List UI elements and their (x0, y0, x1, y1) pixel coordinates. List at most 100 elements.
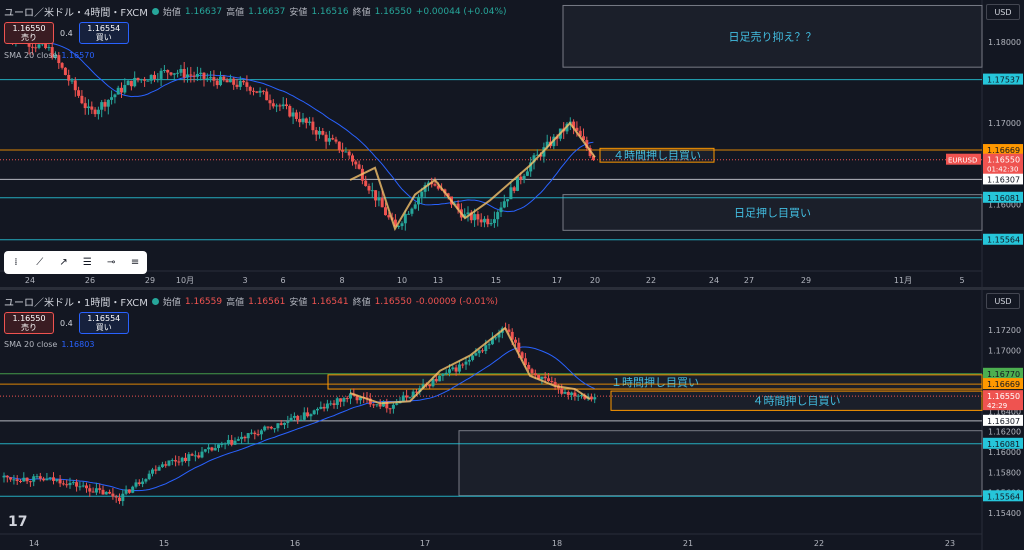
sma-legend-1h[interactable]: SMA 20 close 1.16803 (4, 340, 94, 349)
candle-body (441, 374, 445, 376)
candle-body (563, 391, 567, 394)
candle-body (506, 199, 510, 202)
time-tick-label: 11月 (894, 276, 912, 285)
candle-body (321, 130, 325, 135)
currency-button[interactable]: USD (986, 4, 1020, 20)
candle-body (576, 395, 580, 397)
candle-body (329, 403, 333, 405)
trend-line-icon[interactable]: ⟋ (36, 257, 44, 268)
sell-button[interactable]: 1.16550 売り (4, 22, 54, 44)
symbol-title[interactable]: ユーロ／米ドル・4時間・FXCM (4, 8, 148, 19)
candle-body (65, 484, 69, 486)
candle-body (169, 72, 173, 75)
candle-body (129, 80, 133, 87)
candle-body (235, 84, 239, 87)
spread-value: 0.4 (60, 28, 73, 38)
time-tick-label: 26 (85, 276, 95, 285)
candle-body (391, 404, 395, 409)
candle-body (42, 478, 46, 481)
candle-body (490, 337, 494, 345)
candle-body (302, 412, 306, 420)
candle-body (582, 136, 585, 141)
candle-body (337, 141, 341, 151)
buy-label: 買い (95, 33, 112, 42)
parallel-channel-icon[interactable]: ≡ (130, 257, 140, 268)
chart-pane-1h[interactable]: １時間押し目買い４時間押し目買い1.172001.170001.168001.1… (0, 290, 1024, 550)
candle-body (578, 130, 582, 137)
horizontal-ray-icon[interactable]: ⊸ (107, 257, 116, 268)
candle-body (575, 127, 579, 131)
candle-body (499, 207, 503, 213)
fib-icon[interactable]: ☰ (82, 257, 92, 268)
candle-body (60, 63, 64, 68)
candle-body (537, 374, 541, 380)
candle-body (309, 414, 313, 417)
ray-icon[interactable]: ↗ (59, 257, 68, 268)
candle-body (342, 398, 346, 402)
symbol-title[interactable]: ユーロ／米ドル・1時間・FXCM (4, 298, 148, 309)
sell-label: 売り (21, 323, 37, 332)
candle-body (275, 105, 279, 107)
price-tick-label: 1.16000 (988, 200, 1021, 209)
pane-divider[interactable] (0, 287, 1024, 290)
zone-box (599, 147, 715, 163)
candle-body (266, 426, 270, 428)
currency-button[interactable]: USD (986, 293, 1020, 309)
low-value: 1.16541 (311, 296, 349, 307)
candle-body (433, 184, 437, 186)
candle-body (261, 90, 265, 92)
candle-body (120, 87, 123, 93)
candle-body (222, 76, 226, 81)
candle-body (259, 430, 263, 435)
symbol-header-1h: ユーロ／米ドル・1時間・FXCM 始値 1.16559 高値 1.16561 安値 1… (4, 294, 498, 310)
chart-canvas-4h[interactable]: 日足売り抑え？？ 日足押し目買い ４時間押し目買い 1.18000 1.17000 1.1… (0, 0, 1024, 287)
candle-body (52, 477, 55, 481)
candle-body (483, 218, 486, 223)
candle-body (164, 464, 168, 466)
market-open-icon (151, 8, 159, 15)
candle-body (182, 68, 186, 78)
time-tick-label: 5 (959, 276, 964, 285)
candle-body (368, 398, 372, 405)
candle-body (90, 106, 94, 110)
candle-body (474, 353, 478, 356)
time-tick-label: 22 (814, 539, 824, 548)
last-price-tag (983, 153, 1023, 174)
candle-body (514, 339, 517, 343)
candle-body (104, 491, 108, 495)
candle-body (417, 196, 420, 205)
candle-body (5, 475, 9, 478)
candle-body (245, 82, 249, 87)
candle-body (54, 55, 57, 58)
candle-body (19, 480, 22, 482)
candle-body (393, 219, 397, 227)
candle-body (83, 103, 87, 109)
candle-body (197, 455, 201, 458)
buy-button[interactable]: 1.16554 買い (78, 22, 129, 44)
candle-body (190, 454, 194, 456)
candle-body (580, 395, 583, 397)
candle-body (289, 417, 293, 422)
candle-body (291, 112, 295, 117)
candle-body (78, 486, 82, 488)
candle-body (560, 388, 564, 394)
candle-body (451, 367, 455, 370)
candle-body (543, 376, 547, 379)
candle-body (160, 464, 164, 468)
chart-pane-4h[interactable]: 日足売り抑え？？ 日足押し目買い ４時間押し目買い 1.18000 1.17000 1.1… (0, 0, 1024, 287)
price-tag-label: 1.16081 (987, 194, 1020, 203)
tradingview-logo-icon[interactable]: 17 (8, 514, 28, 530)
chart-canvas-1h[interactable]: １時間押し目買い４時間押し目買い1.172001.170001.168001.1… (0, 290, 1024, 550)
buy-button[interactable]: 1.16554 買い (78, 312, 129, 334)
sma-legend-4h[interactable]: SMA 20 close 1.16570 (4, 51, 94, 60)
candle-body (265, 91, 269, 101)
time-tick-label: 6 (280, 276, 285, 285)
candle-body (384, 207, 387, 216)
sell-button[interactable]: 1.16550 売り (4, 312, 54, 334)
drag-handle-icon[interactable]: ⁞ (14, 257, 18, 268)
price-tag-label: 1.15564 (987, 492, 1020, 501)
zone-label: 日足押し目買い (734, 205, 811, 219)
candle-body (327, 138, 331, 142)
high-key: 高値 (226, 298, 245, 308)
candle-body (473, 214, 477, 221)
